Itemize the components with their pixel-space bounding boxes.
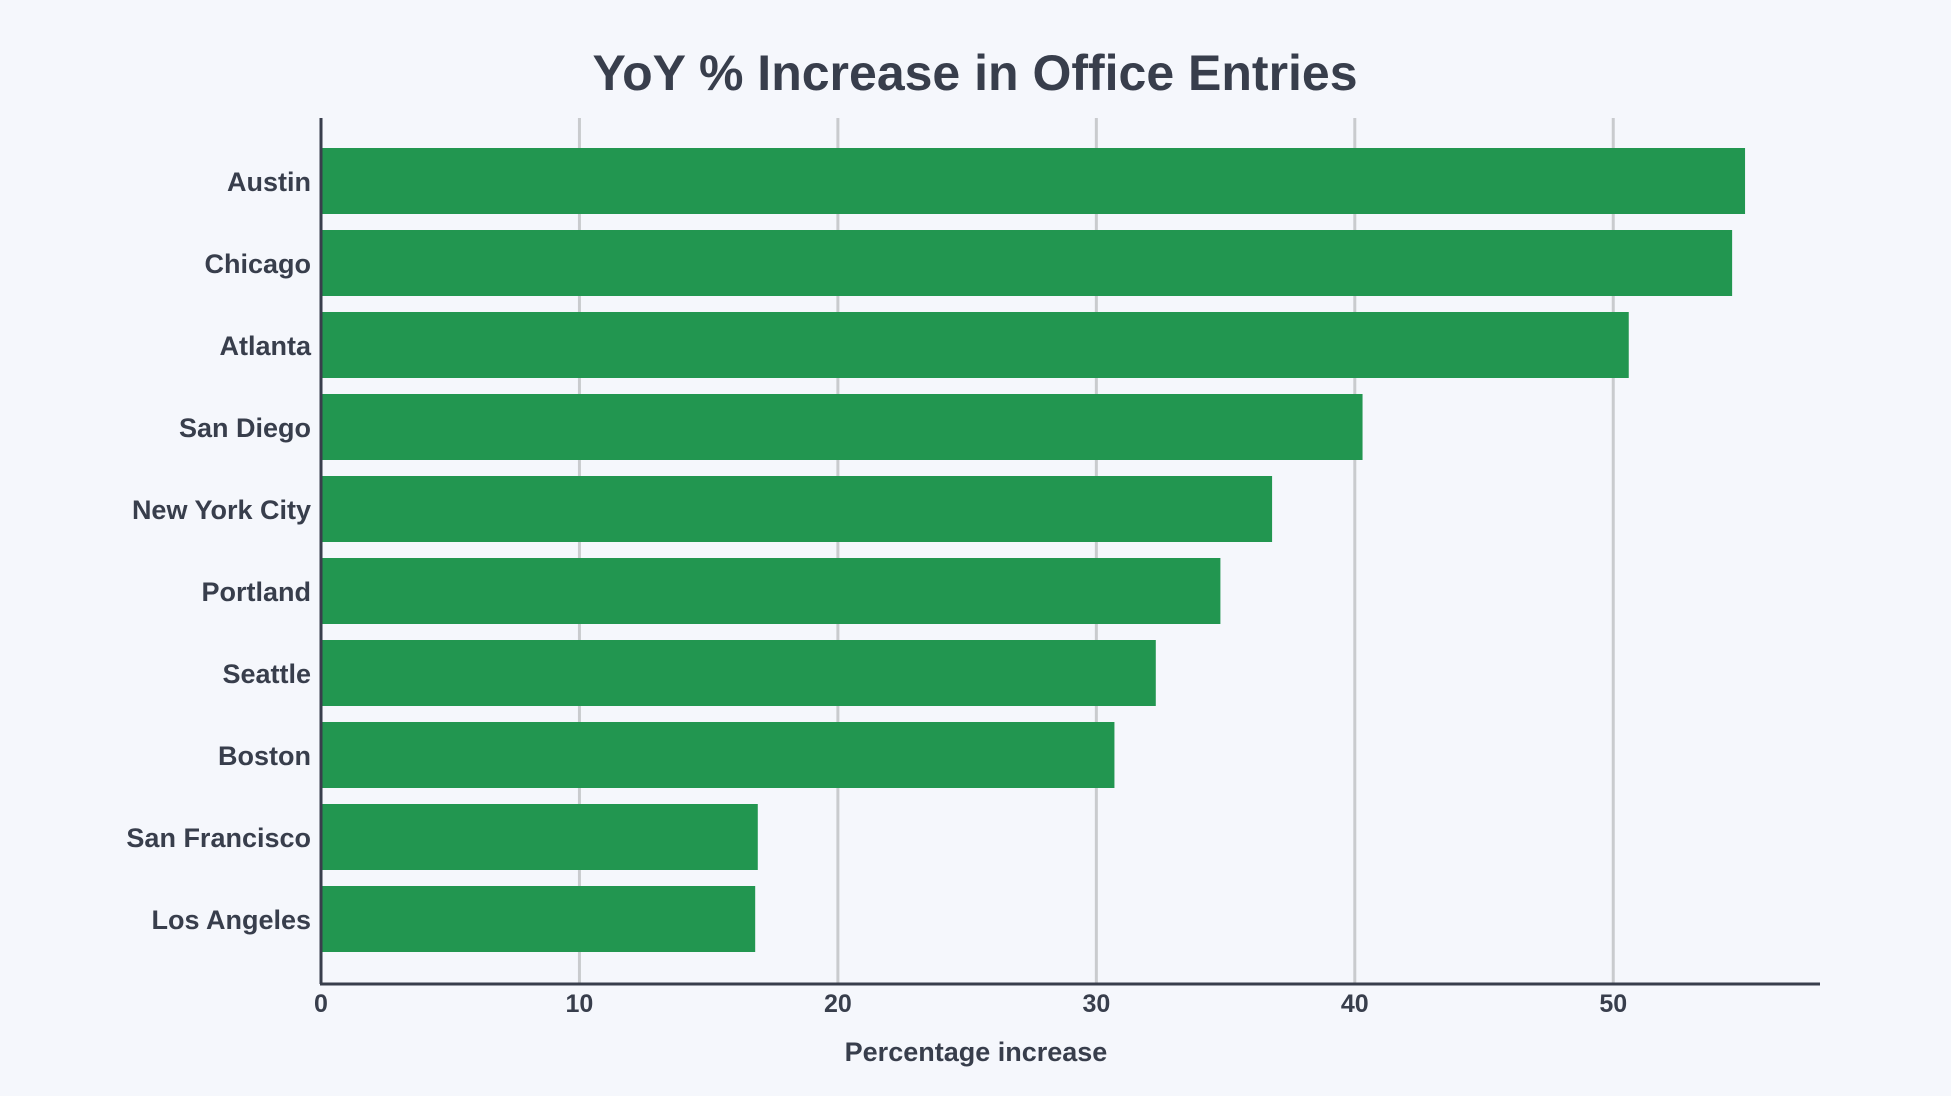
bar-austin bbox=[321, 148, 1746, 214]
category-label-san-francisco: San Francisco bbox=[126, 823, 311, 853]
x-tick-labels: 0 10 20 30 40 50 bbox=[314, 990, 1627, 1018]
chart-title: YoY % Increase in Office Entries bbox=[592, 45, 1357, 101]
category-label-boston: Boston bbox=[218, 741, 311, 771]
category-label-atlanta: Atlanta bbox=[219, 331, 311, 361]
axes bbox=[319, 118, 1820, 986]
x-tick-label-0: 0 bbox=[314, 990, 328, 1018]
bar-portland bbox=[321, 558, 1221, 624]
bars bbox=[321, 148, 1746, 952]
category-labels: Austin Chicago Atlanta San Diego New York Ci… bbox=[126, 167, 312, 935]
x-axis-title: Percentage increase bbox=[845, 1037, 1108, 1067]
category-label-austin: Austin bbox=[227, 167, 311, 197]
x-tick-label-50: 50 bbox=[1599, 990, 1627, 1018]
category-label-chicago: Chicago bbox=[204, 249, 311, 279]
bar-seattle bbox=[321, 640, 1156, 706]
category-label-san-diego: San Diego bbox=[179, 413, 311, 443]
x-tick-label-10: 10 bbox=[566, 990, 594, 1018]
bar-los-angeles bbox=[321, 886, 756, 952]
category-label-los-angeles: Los Angeles bbox=[151, 905, 311, 935]
bar-boston bbox=[321, 722, 1115, 788]
bar-new-york-city bbox=[321, 476, 1273, 542]
bar-atlanta bbox=[321, 312, 1629, 378]
category-label-new-york-city: New York City bbox=[132, 495, 311, 525]
category-label-portland: Portland bbox=[201, 577, 311, 607]
bar-san-francisco bbox=[321, 804, 758, 870]
bar-san-diego bbox=[321, 394, 1363, 460]
x-tick-label-30: 30 bbox=[1082, 990, 1110, 1018]
bar-chicago bbox=[321, 230, 1733, 296]
x-tick-label-40: 40 bbox=[1341, 990, 1369, 1018]
x-tick-label-20: 20 bbox=[824, 990, 852, 1018]
category-label-seattle: Seattle bbox=[222, 659, 311, 689]
